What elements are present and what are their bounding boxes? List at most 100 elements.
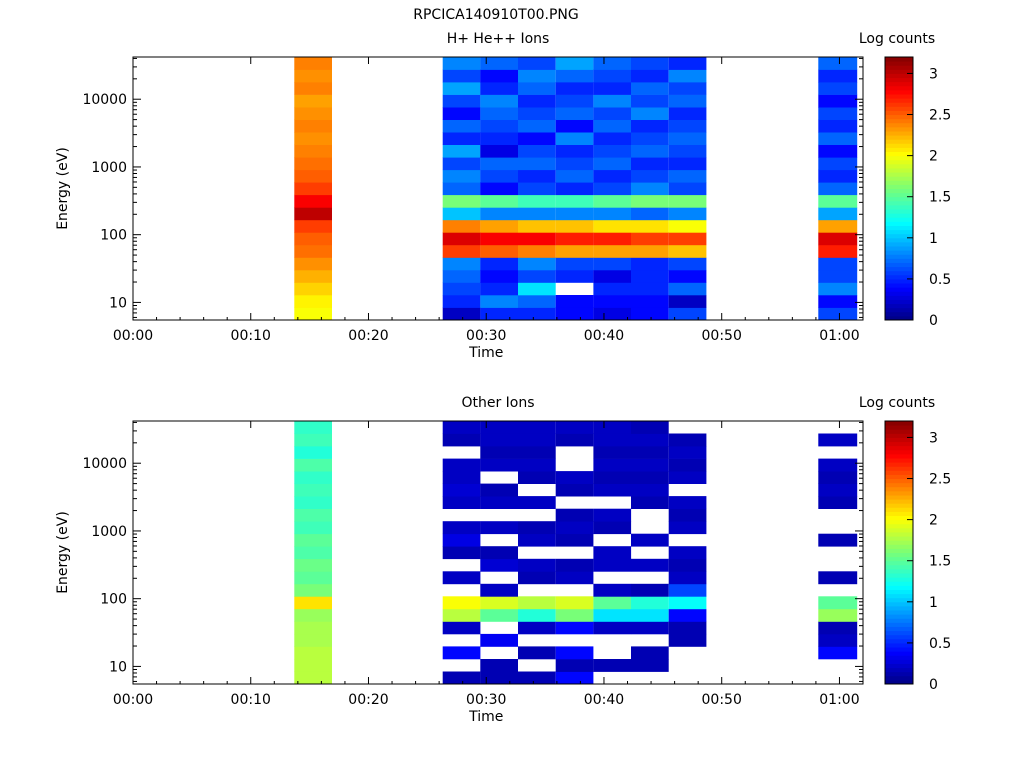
heatmap-cell	[555, 144, 594, 158]
x-tick-label: 00:00	[113, 328, 153, 344]
heatmap-cell	[555, 232, 594, 246]
heatmap-cell	[480, 433, 518, 447]
heatmap-cell	[294, 194, 332, 208]
colorbar-band	[885, 486, 913, 492]
heatmap-cell	[442, 646, 481, 660]
heatmap-cell	[818, 57, 858, 70]
heatmap-cell	[593, 295, 632, 308]
heatmap-cell	[631, 282, 669, 296]
heatmap-cell	[442, 57, 481, 70]
colorbar-band	[885, 151, 913, 157]
heatmap-cell	[668, 583, 707, 597]
heatmap-cell	[631, 446, 669, 459]
heatmap-cell	[442, 232, 481, 246]
heatmap-cell	[818, 608, 858, 622]
heatmap-cell	[668, 207, 707, 221]
heatmap-cell	[480, 608, 518, 622]
heatmap-cell	[294, 57, 332, 70]
heatmap-cell	[442, 219, 481, 233]
heatmap-cell	[518, 119, 556, 133]
heatmap-cell	[631, 107, 669, 120]
heatmap-cell	[631, 596, 669, 610]
heatmap-cell	[668, 82, 707, 95]
x-tick-label: 00:20	[348, 692, 388, 708]
heatmap-cell	[294, 458, 332, 472]
heatmap-cell	[593, 94, 632, 108]
heatmap-cell	[593, 471, 632, 484]
colorbar-band	[885, 573, 913, 578]
x-tick-label: 00:30	[466, 692, 506, 708]
colorbar-band	[885, 679, 913, 685]
heatmap-cell	[818, 471, 858, 484]
heatmap-cell	[668, 446, 707, 459]
heatmap-cell	[518, 57, 556, 70]
colorbar-band	[885, 229, 913, 235]
heatmap-cell	[480, 132, 518, 145]
colorbar-band	[885, 61, 913, 66]
x-tick-label: 00:40	[584, 692, 624, 708]
heatmap-cell	[518, 496, 556, 509]
heatmap-cell	[555, 82, 594, 95]
heatmap-cell	[518, 608, 556, 622]
heatmap-cell	[818, 633, 858, 647]
heatmap-cell	[294, 621, 332, 635]
heatmap-cell	[668, 132, 707, 145]
heatmap-cell	[555, 671, 594, 685]
colorbar-tick-label: 0	[929, 313, 938, 329]
heatmap-cell	[631, 496, 669, 509]
heatmap-cell	[593, 82, 632, 95]
heatmap-cell	[294, 107, 332, 120]
heatmap-cell	[294, 533, 332, 547]
heatmap-cell	[442, 157, 481, 171]
heatmap-cell	[294, 169, 332, 183]
heatmap-cell	[294, 558, 332, 572]
heatmap-cell	[668, 119, 707, 133]
colorbar-band	[885, 184, 913, 189]
heatmap-cell	[631, 244, 669, 258]
colorbar-band	[885, 622, 913, 627]
heatmap-cell	[668, 571, 707, 585]
heatmap-cell	[294, 596, 332, 610]
heatmap-cell	[294, 144, 332, 158]
colorbar: 0 0.5 1 1.5 2 2.5 3 Log counts	[859, 395, 951, 693]
heatmap-cell	[480, 219, 518, 233]
x-axis-label: Time	[468, 345, 503, 361]
heatmap-cell	[442, 621, 481, 635]
heatmap-cell	[593, 546, 632, 560]
colorbar-band	[885, 503, 913, 508]
colorbar-band	[885, 449, 913, 455]
heatmap-cell	[668, 521, 707, 535]
heatmap-cell	[668, 496, 707, 509]
colorbar-tick-label: 1	[929, 595, 938, 611]
colorbar-band	[885, 453, 913, 459]
heatmap-cell	[442, 244, 481, 258]
heatmap-cell	[480, 194, 518, 208]
heatmap-cell	[480, 119, 518, 133]
heatmap-cell	[818, 307, 858, 321]
heatmap-cell	[631, 94, 669, 108]
heatmap-cell	[442, 458, 481, 472]
heatmap-cell	[518, 621, 556, 635]
colorbar-band	[885, 110, 913, 116]
heatmap-cell	[480, 107, 518, 120]
heatmap-cell	[668, 194, 707, 208]
heatmap-cell	[631, 69, 669, 83]
colorbar-band	[885, 425, 913, 430]
heatmap-cell	[818, 232, 858, 246]
heatmap-cell	[480, 282, 518, 296]
heatmap-cell	[294, 471, 332, 484]
heatmap-cell	[593, 269, 632, 283]
panel-2: Other Ions 00:00 00:10 00:20 00:30 00:40 00:50…	[55, 395, 951, 725]
heatmap-cell	[294, 219, 332, 233]
heatmap-cell	[631, 157, 669, 171]
heatmap-cell	[818, 144, 858, 158]
colorbar-band	[885, 511, 913, 517]
colorbar-band	[885, 540, 913, 545]
colorbar-band	[885, 568, 913, 574]
heatmap-cell	[818, 207, 858, 221]
y-tick-label: 10000	[82, 456, 127, 472]
heatmap-cell	[480, 244, 518, 258]
colorbar-band	[885, 581, 913, 586]
heatmap-cell	[555, 521, 594, 535]
